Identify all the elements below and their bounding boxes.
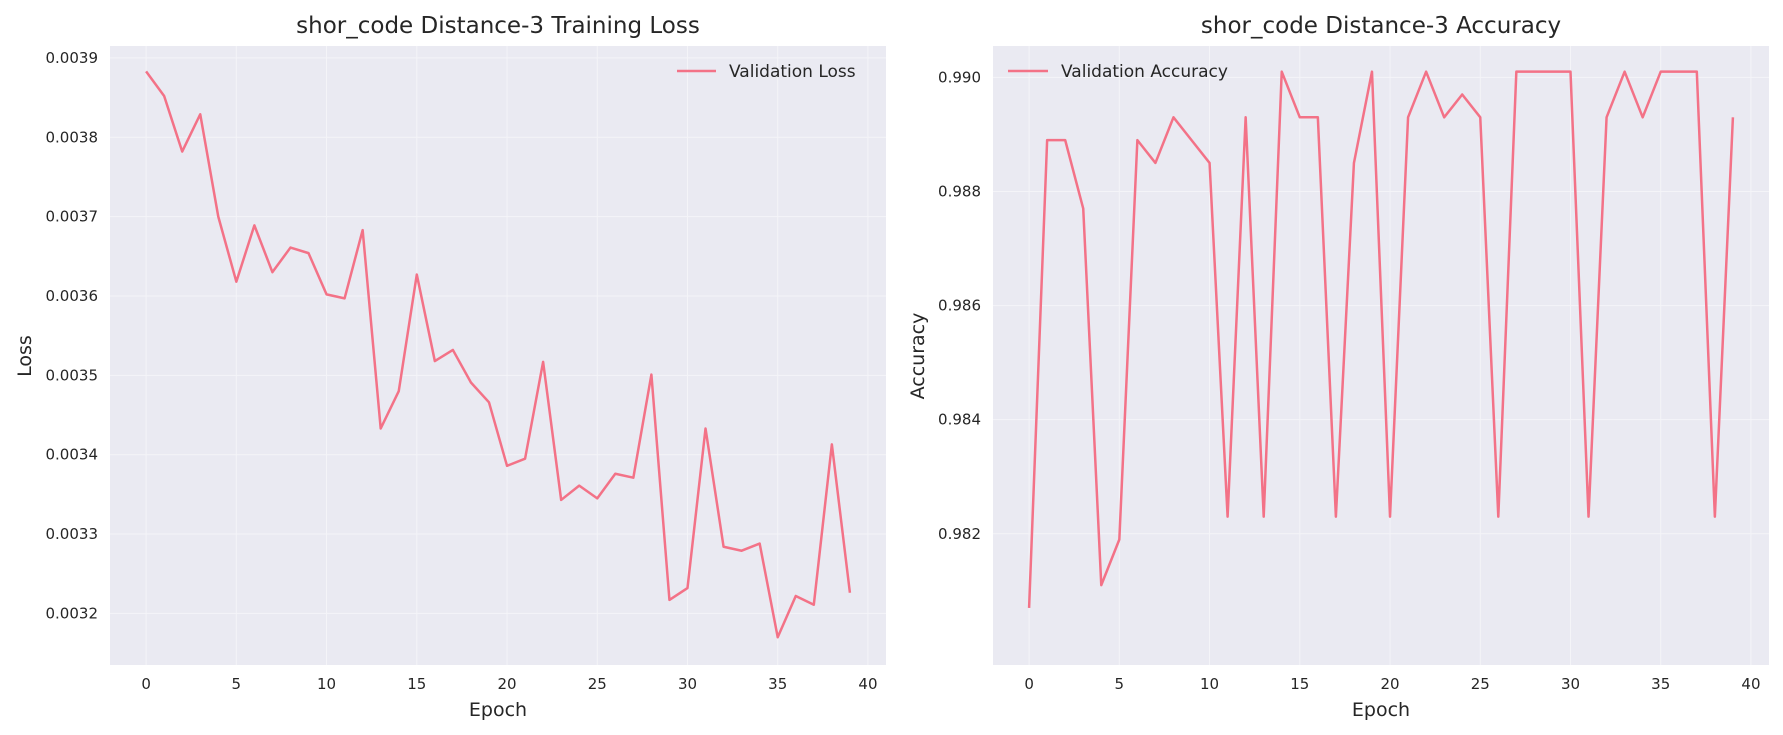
accuracy-panel: 0 5 10 15 20 25 30 35 40 0.982 0.984 0.986 0.988 0.99… <box>907 13 1769 721</box>
x-tick-label: 30 <box>678 675 697 693</box>
x-tick-label: 40 <box>858 675 877 693</box>
accuracy-y-axis-label: Accuracy <box>907 313 929 400</box>
loss-ticks: 0 5 10 15 20 25 30 35 40 0.0032 0.0033 0.0034 0.0035… <box>46 49 878 693</box>
x-tick-label: 0 <box>141 675 151 693</box>
x-tick-label: 20 <box>497 675 516 693</box>
x-tick-label: 10 <box>1200 675 1219 693</box>
loss-legend: Validation Loss <box>677 62 856 82</box>
y-tick-label: 0.988 <box>938 182 981 200</box>
y-tick-label: 0.0038 <box>46 128 99 146</box>
x-tick-label: 15 <box>407 675 426 693</box>
loss-y-axis-label: Loss <box>14 335 36 377</box>
y-tick-label: 0.0039 <box>46 49 99 67</box>
y-tick-label: 0.0033 <box>46 525 99 543</box>
legend-label-validation-loss: Validation Loss <box>729 62 856 82</box>
accuracy-plot-area <box>993 46 1769 665</box>
x-tick-label: 35 <box>768 675 787 693</box>
accuracy-ticks: 0 5 10 15 20 25 30 35 40 0.982 0.984 0.986 0.988 0.99… <box>938 68 1760 693</box>
accuracy-series <box>1027 70 1735 608</box>
x-tick-label: 5 <box>1115 675 1125 693</box>
accuracy-chart-title: shor_code Distance-3 Accuracy <box>1201 13 1561 39</box>
x-tick-label: 15 <box>1290 675 1309 693</box>
x-tick-label: 5 <box>232 675 242 693</box>
y-tick-label: 0.0035 <box>46 366 99 384</box>
loss-panel: 0 5 10 15 20 25 30 35 40 0.0032 0.0033 0.0034 0.0035… <box>14 13 886 721</box>
accuracy-x-axis-label: Epoch <box>1352 699 1410 721</box>
loss-x-axis-label: Epoch <box>469 699 527 721</box>
y-tick-label: 0.990 <box>938 68 981 86</box>
accuracy-grid <box>993 46 1769 665</box>
loss-plot-area <box>110 46 886 665</box>
x-tick-label: 20 <box>1380 675 1399 693</box>
y-tick-label: 0.0036 <box>46 287 99 305</box>
y-tick-label: 0.984 <box>938 411 981 429</box>
x-tick-label: 35 <box>1651 675 1670 693</box>
y-tick-label: 0.0032 <box>46 604 99 622</box>
x-tick-label: 0 <box>1024 675 1034 693</box>
x-tick-label: 25 <box>588 675 607 693</box>
loss-chart-title: shor_code Distance-3 Training Loss <box>296 13 700 39</box>
y-tick-label: 0.982 <box>938 525 981 543</box>
loss-series <box>145 70 852 639</box>
x-tick-label: 10 <box>317 675 336 693</box>
accuracy-legend: Validation Accuracy <box>1008 62 1228 82</box>
series-line-0 <box>1027 70 1735 608</box>
y-tick-label: 0.0034 <box>46 446 99 464</box>
y-tick-label: 0.0037 <box>46 208 99 226</box>
series-line-0 <box>145 70 852 639</box>
x-tick-label: 30 <box>1561 675 1580 693</box>
legend-label-validation-accuracy: Validation Accuracy <box>1061 62 1228 82</box>
x-tick-label: 25 <box>1471 675 1490 693</box>
x-tick-label: 40 <box>1741 675 1760 693</box>
loss-grid <box>110 46 886 665</box>
y-tick-label: 0.986 <box>938 297 981 315</box>
